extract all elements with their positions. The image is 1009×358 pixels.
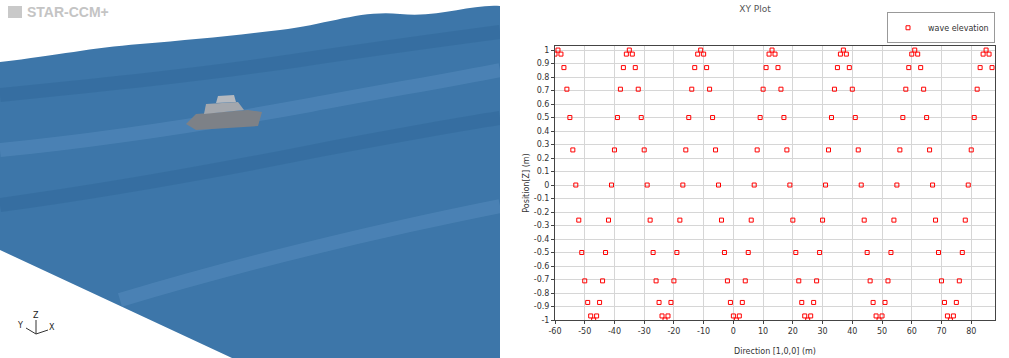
svg-text:0: 0 (731, 327, 736, 336)
svg-text:-0.8: -0.8 (534, 289, 550, 298)
svg-text:-50: -50 (578, 327, 591, 336)
svg-text:-0.5: -0.5 (534, 248, 550, 257)
svg-text:20: 20 (788, 327, 798, 336)
svg-text:40: 40 (847, 327, 857, 336)
svg-text:-0.1: -0.1 (534, 194, 550, 203)
svg-text:-0.2: -0.2 (534, 208, 550, 217)
svg-text:-0.6: -0.6 (534, 262, 550, 271)
svg-text:Position[Z] (m): Position[Z] (m) (522, 153, 531, 212)
svg-text:0.7: 0.7 (537, 86, 550, 95)
svg-text:-40: -40 (608, 327, 621, 336)
svg-text:70: 70 (936, 327, 946, 336)
svg-text:0.5: 0.5 (537, 113, 550, 122)
svg-text:0.9: 0.9 (537, 59, 550, 68)
svg-text:-0.9: -0.9 (534, 302, 550, 311)
svg-text:-0.3: -0.3 (534, 221, 550, 230)
svg-text:0: 0 (544, 181, 549, 190)
svg-text:-10: -10 (697, 327, 710, 336)
svg-text:-30: -30 (638, 327, 651, 336)
svg-text:wave elevation: wave elevation (928, 24, 989, 33)
svg-text:0.2: 0.2 (537, 154, 550, 163)
svg-text:-0.7: -0.7 (534, 275, 550, 284)
svg-text:50: 50 (877, 327, 887, 336)
svg-text:60: 60 (907, 327, 917, 336)
svg-text:Direction [1,0,0] (m): Direction [1,0,0] (m) (734, 347, 816, 356)
svg-text:80: 80 (966, 327, 976, 336)
svg-text:XY Plot: XY Plot (739, 4, 771, 14)
svg-text:30: 30 (817, 327, 827, 336)
svg-text:Y: Y (17, 321, 23, 330)
svg-text:X: X (49, 323, 55, 332)
svg-text:-60: -60 (548, 327, 561, 336)
svg-text:1: 1 (544, 46, 549, 55)
svg-text:-20: -20 (667, 327, 680, 336)
svg-text:STAR-CCM+: STAR-CCM+ (27, 4, 109, 20)
svg-text:0.4: 0.4 (537, 127, 550, 136)
svg-text:-0.4: -0.4 (534, 235, 550, 244)
svg-text:0.8: 0.8 (537, 73, 550, 82)
svg-text:0.6: 0.6 (537, 100, 550, 109)
svg-text:-1: -1 (541, 316, 549, 325)
svg-text:0.3: 0.3 (537, 140, 550, 149)
svg-text:0.1: 0.1 (537, 167, 550, 176)
svg-text:Z: Z (33, 311, 39, 320)
svg-text:10: 10 (758, 327, 768, 336)
